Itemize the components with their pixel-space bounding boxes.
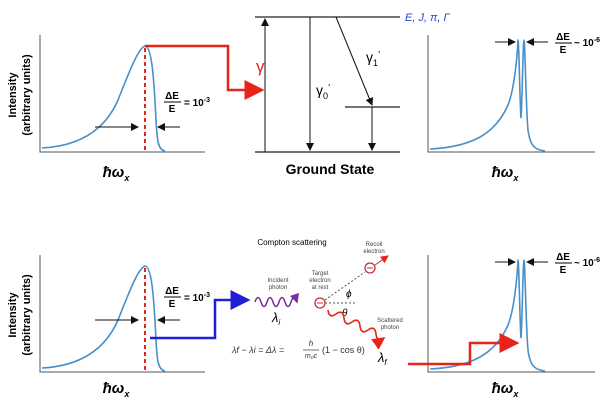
line: at rest: [312, 285, 329, 291]
output-arrow: [408, 343, 517, 364]
symbol: γ: [366, 49, 373, 65]
subscript: i: [278, 318, 280, 327]
gamma-label: γ: [256, 57, 265, 76]
delta-relation: ~ 10-6: [574, 37, 600, 49]
gamma0-label: γ0’: [316, 82, 330, 101]
x-label: ħωx: [492, 164, 520, 183]
delta-numerator: ΔE: [165, 91, 179, 102]
relation: ~ 10: [574, 38, 594, 49]
level-scheme: E, J, π, Γ γ0’ γ1’ Ground State: [255, 12, 451, 177]
delta-numerator: ΔE: [165, 286, 179, 297]
line: Target: [312, 271, 329, 277]
y-label: Intensity: [7, 292, 19, 338]
delta-denominator: E: [169, 104, 176, 115]
scattered-photon: [328, 310, 384, 340]
lambda-f: λf: [377, 350, 387, 367]
x-label: ħωx: [103, 164, 131, 183]
compton-title: Compton scattering: [257, 238, 326, 247]
symbol: γ: [316, 82, 323, 98]
symbol: ħω: [492, 380, 514, 397]
spectrum-curve: [430, 40, 545, 151]
line: electron: [309, 278, 330, 284]
recoil-path: [325, 272, 365, 300]
spectrum-top-right: ΔE E ~ 10-6 ħωx: [428, 32, 600, 183]
symbol: ħω: [492, 164, 514, 181]
level-label: E, J, π, Γ: [405, 12, 451, 24]
line: Recoil: [366, 242, 383, 248]
exponent: -3: [204, 97, 210, 104]
selection-arrow: [150, 300, 248, 338]
exponent: -6: [594, 37, 600, 44]
spectrum-curve: [42, 266, 165, 371]
delta-relation: = 10-3: [184, 97, 210, 109]
exponent: -3: [204, 292, 210, 299]
y-sublabel: (arbitrary units): [21, 54, 33, 136]
relation: = 10: [184, 98, 204, 109]
ground-state-label: Ground State: [286, 161, 375, 177]
formula-numerator: h: [309, 339, 314, 348]
formula-left: λf − λi = Δλ =: [231, 345, 284, 355]
axes: [40, 35, 205, 152]
y-sublabel: (arbitrary units): [21, 274, 33, 356]
diagram: Intensity (arbitrary units) ΔE E = 10-3 …: [0, 0, 605, 401]
x-label: ħωx: [103, 380, 131, 399]
line: photon: [381, 325, 399, 331]
recoil-arrow: [375, 256, 388, 265]
delta-denominator: E: [560, 45, 567, 56]
delta-denominator: E: [560, 265, 567, 276]
symbol: ħω: [103, 380, 125, 397]
exponent: -6: [594, 257, 600, 264]
relation: = 10: [184, 293, 204, 304]
lambda-i: λi: [271, 310, 280, 327]
delta-relation: = 10-3: [184, 292, 210, 304]
spectrum-bottom-left: Intensity (arbitrary units) ΔE E = 10-3 …: [7, 255, 248, 399]
prime: ’: [378, 50, 380, 61]
symbol: ħω: [103, 164, 125, 181]
x-label: ħωx: [492, 380, 520, 399]
spectrum-top-left: Intensity (arbitrary units) ΔE E = 10-3 …: [7, 35, 265, 183]
subscript: x: [512, 389, 519, 399]
prime: ’: [328, 83, 330, 94]
line: electron: [363, 249, 384, 255]
subscript: f: [384, 358, 387, 367]
line: Scattered: [377, 318, 403, 324]
excitation-arrow: [145, 46, 262, 90]
spectrum-curve: [430, 260, 545, 371]
delta-denominator: E: [169, 299, 176, 310]
line: Incident: [267, 278, 288, 284]
axes: [40, 255, 205, 372]
delta-relation: ~ 10-6: [574, 257, 600, 269]
incident-photon: [255, 298, 297, 307]
line: photon: [269, 285, 287, 291]
y-label: Intensity: [7, 72, 19, 118]
subscript: x: [123, 389, 130, 399]
symbol: λ: [271, 310, 278, 325]
phi: ϕ: [346, 289, 352, 300]
delta-numerator: ΔE: [556, 252, 570, 263]
spectrum-curve: [42, 46, 165, 151]
relation: ~ 10: [574, 258, 594, 269]
symbol: λ: [377, 350, 384, 365]
gamma1-label: γ1’: [366, 49, 380, 68]
formula-denominator: m₀c: [305, 353, 318, 360]
subscript: x: [512, 173, 519, 183]
formula-right: (1 − cos θ): [322, 345, 365, 355]
subscript: x: [123, 173, 130, 183]
spectrum-bottom-right: ΔE E ~ 10-6 ħωx: [408, 252, 600, 399]
delta-numerator: ΔE: [556, 32, 570, 43]
